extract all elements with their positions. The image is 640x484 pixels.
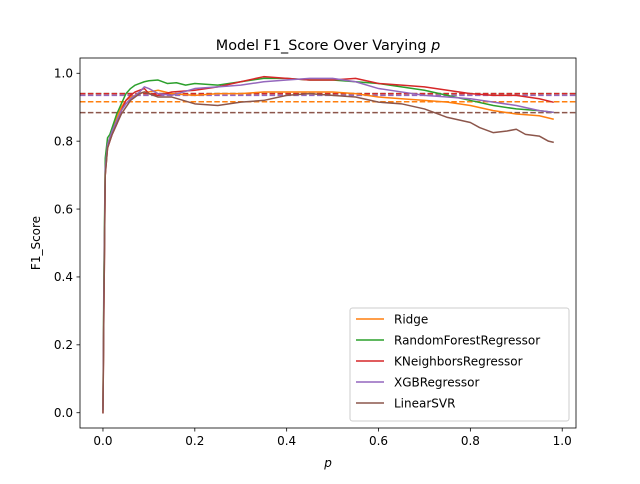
legend: Ridge RandomForestRegressor KNeighborsRegr… [349,307,570,422]
chart-title: Model F1_Score Over Varying p [216,38,440,54]
legend-label-ridge: Ridge [394,313,428,327]
legend-label-linearsvr: LinearSVR [394,397,455,411]
series-line-randomforestregressor [102,77,554,411]
legend-label-kneighborsregressor: KNeighborsRegressor [394,355,523,369]
x-tick-label: 0.4 [277,434,296,448]
series-line-xgbregressor [102,77,554,411]
x-tick-label: 0.2 [185,434,204,448]
x-tick-label: 0.0 [93,434,112,448]
y-axis: 0.0 0.2 0.4 0.6 0.8 1.0 [54,67,80,420]
x-axis: 0.0 0.2 0.4 0.6 0.8 1.0 [93,428,572,448]
x-tick-label: 0.6 [369,434,388,448]
y-tick-label: 0.0 [54,406,73,420]
x-tick-label: 1.0 [553,434,572,448]
y-tick-label: 1.0 [54,67,73,81]
y-tick-label: 0.2 [54,338,73,352]
y-tick-label: 0.8 [54,134,73,148]
series-lines [102,75,554,414]
x-tick-label: 0.8 [461,434,480,448]
x-axis-label: p [323,456,332,470]
series-line-linearsvr [102,91,554,414]
plot-frame [79,57,577,429]
y-tick-label: 0.4 [54,270,73,284]
legend-label-randomforestregressor: RandomForestRegressor [394,334,540,348]
legend-box [349,307,570,422]
y-axis-label: F1_Score [29,216,43,270]
legend-label-xgbregressor: XGBRegressor [394,376,479,390]
y-tick-label: 0.6 [54,202,73,216]
